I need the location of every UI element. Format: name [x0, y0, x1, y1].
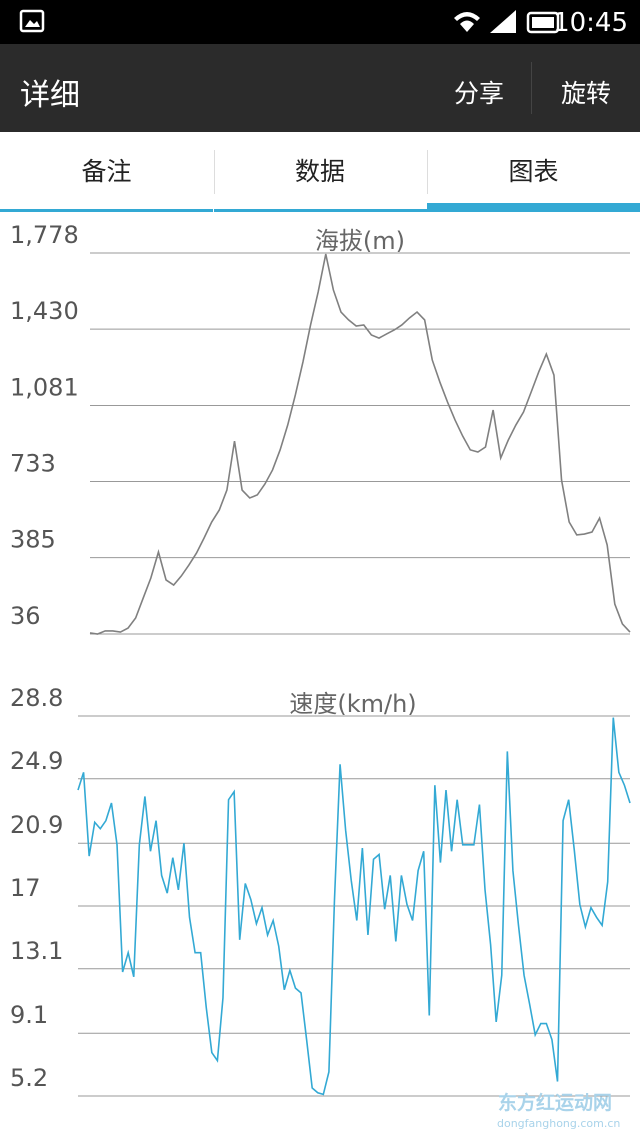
tab-underline: [427, 203, 640, 212]
tab-underline: [213, 209, 427, 212]
tab[interactable]: 备注: [0, 132, 213, 212]
tab-bar: 备注 数据 图表: [0, 132, 640, 212]
rotate-button[interactable]: 旋转: [561, 79, 612, 108]
clock: 10:45: [553, 8, 628, 38]
y-tick-label: 13.1: [10, 937, 63, 965]
y-tick-label: 733: [10, 450, 56, 478]
y-tick-label: 17: [10, 874, 41, 902]
cell-icon: [490, 10, 516, 33]
y-tick-label: 28.8: [10, 684, 63, 712]
charts: 36 385 733 1,081 1,430 1,778 海拔(m) 5.2 9.1 13.1 17…: [10, 221, 631, 1097]
tab-label[interactable]: 数据: [294, 157, 345, 186]
y-tick-label: 1,430: [10, 297, 79, 325]
tab[interactable]: 数据: [213, 132, 427, 212]
y-tick-label: 1,081: [10, 373, 79, 401]
status-icons: [19, 9, 45, 33]
tab-label[interactable]: 图表: [508, 157, 559, 186]
watermark-url: dongfanghong.com.cn: [497, 1117, 621, 1130]
tab-underline: [0, 209, 213, 212]
tab-separator: [427, 150, 428, 194]
status-bar: 10:45: [0, 0, 640, 44]
data-line: [89, 253, 631, 635]
tab[interactable]: 图表: [427, 132, 640, 212]
signal-icons: [454, 10, 560, 34]
chart-title: 速度(km/h): [289, 690, 416, 718]
image-icon-glyph: [25, 20, 40, 27]
action-separator: [531, 62, 532, 114]
y-tick-label: 1,778: [10, 221, 79, 249]
watermark: 东方红运动网: [498, 1092, 613, 1114]
y-tick-label: 20.9: [10, 811, 63, 839]
tab-separator: [213, 150, 215, 194]
battery-icon: [526, 11, 560, 34]
image-icon: [19, 9, 45, 33]
chart-title: 海拔(m): [315, 227, 405, 255]
y-tick-label: 36: [10, 602, 41, 630]
share-button[interactable]: 分享: [454, 79, 505, 108]
data-line: [77, 717, 631, 1096]
y-tick-label: 5.2: [10, 1064, 48, 1092]
y-tick-label: 385: [10, 526, 56, 554]
battery-level: [532, 17, 554, 28]
app-title: 详细: [20, 78, 80, 113]
app-bar: 详细 分享 旋转: [0, 44, 640, 132]
y-tick-label: 9.1: [10, 1001, 48, 1029]
y-tick-label: 24.9: [10, 747, 63, 775]
wifi-icon: [454, 12, 480, 32]
tab-label[interactable]: 备注: [81, 157, 132, 186]
